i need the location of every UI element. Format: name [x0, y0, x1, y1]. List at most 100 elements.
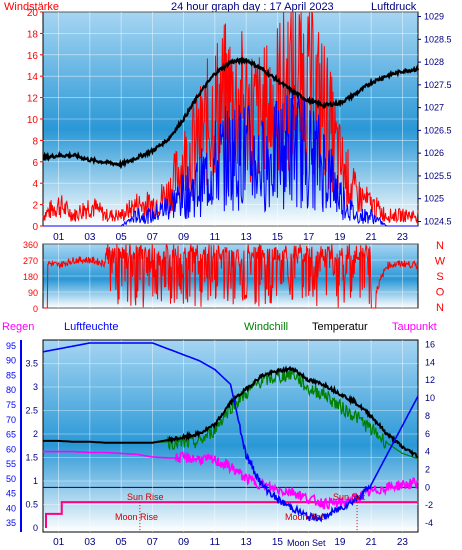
temperature-tick-label: 14 [425, 357, 435, 367]
rain-tick-label: 1.5 [25, 453, 38, 463]
rain-axis-ticks: 3.5 3 2.5 2 1.5 1 0.5 0 [25, 359, 38, 534]
humidity-tick-label: 40 [6, 503, 16, 513]
temperature-tick-label: 4 [425, 447, 430, 457]
compass-tick-label: N [436, 302, 444, 314]
compass-tick-label: N [436, 240, 444, 252]
direction-degree-ticks: 360 270 180 90 0 [23, 240, 38, 314]
humidity-tick-label: 45 [6, 489, 16, 499]
rain-tick-label: 0.5 [25, 500, 38, 510]
pressure-tick-label: 1026.5 [424, 125, 452, 135]
wind-tick-label: 2 [32, 201, 38, 212]
hour-tick-label: 11 [210, 537, 221, 548]
pressure-axis-title: Luftdruck [371, 1, 417, 13]
degree-tick-label: 270 [23, 256, 38, 266]
hour-tick-label: 01 [53, 232, 65, 243]
temperature-axis-ticks: 16 14 12 10 8 6 4 2 0 -2 -4 [425, 339, 435, 528]
moon-rise-label: Moon Rise [115, 512, 158, 522]
gust-series [43, 91, 418, 227]
wind-tick-label: 20 [27, 8, 39, 19]
temperature-tick-label: 8 [425, 411, 430, 421]
humidity-tick-label: 65 [6, 430, 16, 440]
humidity-tick-label: 70 [6, 415, 16, 425]
sun-rise-label: Sun Rise [127, 492, 164, 502]
humidity-line [42, 342, 419, 523]
hour-tick-label: 07 [147, 537, 159, 548]
humidity-axis-title: Luftfeuchte [64, 321, 118, 333]
wind-direction-series [43, 244, 419, 309]
hour-tick-label: 03 [84, 232, 96, 243]
degree-tick-label: 180 [23, 272, 38, 282]
sun-set-label: Sun Set [333, 492, 366, 502]
hour-tick-label: 23 [397, 537, 409, 548]
hour-tick-label: 21 [366, 232, 378, 243]
pressure-tick-label: 1028.5 [424, 34, 452, 44]
rain-tick-label: 3.5 [25, 359, 38, 369]
temperature-legend: Temperatur [312, 321, 368, 333]
pressure-tick-label: 1027.5 [424, 80, 452, 90]
hour-tick-label: 15 [272, 232, 284, 243]
humidity-tick-label: 50 [6, 474, 16, 484]
temperature-tick-label: 6 [425, 429, 430, 439]
temperature-tick-label: 0 [425, 482, 430, 492]
humidity-axis-ticks: 95 90 85 80 75 70 65 60 55 50 45 40 35 [6, 340, 22, 532]
pressure-tick-label: 1027 [424, 103, 444, 113]
dewpoint-legend: Taupunkt [392, 321, 437, 333]
hour-tick-label: 11 [210, 232, 221, 243]
hour-tick-label: 13 [241, 232, 253, 243]
temperature-plot-area [42, 339, 419, 533]
compass-tick-label: S [436, 271, 443, 283]
wind-tick-label: 0 [32, 222, 38, 233]
rain-tick-label: 2 [33, 429, 38, 439]
wind-tick-label: 16 [27, 51, 39, 62]
degree-tick-label: 0 [33, 304, 38, 314]
sun-moon-markers [45, 501, 417, 532]
pressure-tick-label: 1028 [424, 57, 444, 67]
wind-tick-label: 6 [32, 158, 38, 169]
rain-line [45, 501, 417, 528]
temperature-tick-label: -4 [425, 518, 433, 528]
wind-tick-label: 10 [27, 115, 39, 126]
humidity-tick-label: 60 [6, 444, 16, 454]
pressure-tick-label: 1029 [424, 12, 444, 22]
temperature-tick-label: -2 [425, 500, 433, 510]
hour-tick-label: 03 [84, 537, 96, 548]
temperature-tick-label: 12 [425, 375, 435, 385]
hour-tick-label: 19 [334, 232, 346, 243]
hour-tick-label: 07 [147, 232, 159, 243]
hour-tick-label: 17 [303, 232, 315, 243]
moon-set-label: Moon Set [285, 512, 324, 522]
humidity-tick-label: 85 [6, 370, 16, 380]
panel3-x-ticks: 01 03 05 07 09 11 13 15 19 21 23 [53, 537, 408, 548]
rain-axis-title: Regen [2, 321, 34, 333]
humidity-tick-label: 35 [6, 518, 16, 528]
pressure-tick-label: 1025 [424, 194, 444, 204]
wind-line [42, 11, 419, 224]
chart-title: 24 hour graph day : 17 April 2023 [171, 1, 334, 13]
degree-tick-label: 360 [23, 240, 38, 250]
rain-tick-label: 0 [33, 523, 38, 533]
hour-tick-label: 15 [272, 537, 284, 548]
wind-tick-label: 14 [27, 72, 39, 83]
hour-tick-label: 05 [116, 537, 128, 548]
pressure-tick-label: 1024.5 [424, 216, 452, 226]
temperature-tick-label: 2 [425, 464, 430, 474]
hour-tick-label: 09 [178, 232, 190, 243]
rain-tick-label: 2.5 [25, 406, 38, 416]
humidity-tick-label: 80 [6, 385, 16, 395]
humidity-tick-label: 95 [6, 341, 16, 351]
wind-axis-title: Windstärke [4, 1, 59, 13]
humidity-tick-label: 90 [6, 356, 16, 366]
pressure-series [42, 56, 420, 170]
pressure-line [42, 56, 420, 170]
hour-tick-label: 19 [334, 537, 346, 548]
pressure-tick-label: 1026 [424, 148, 444, 158]
pressure-tick-label: 1025.5 [424, 171, 452, 181]
windchill-legend: Windchill [244, 321, 288, 333]
pressure-axis-ticks: 1029 1028.5 1028 1027.5 1027 1026.5 1026 1025.5… [418, 12, 452, 226]
wind-tick-label: 8 [32, 136, 38, 147]
hour-tick-label: 23 [397, 232, 409, 243]
